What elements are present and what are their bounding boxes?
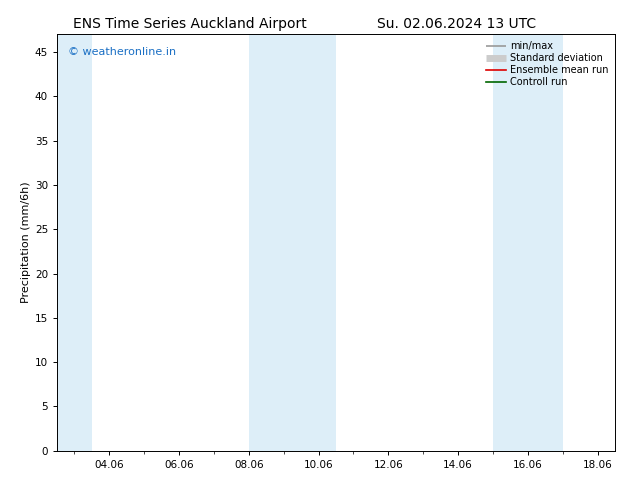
Y-axis label: Precipitation (mm/6h): Precipitation (mm/6h): [21, 182, 30, 303]
Bar: [57, 34, 92, 451]
Bar: [249, 34, 336, 451]
Bar: [493, 34, 563, 451]
Text: © weatheronline.in: © weatheronline.in: [68, 47, 176, 57]
Legend: min/max, Standard deviation, Ensemble mean run, Controll run: min/max, Standard deviation, Ensemble me…: [484, 39, 610, 89]
Text: Su. 02.06.2024 13 UTC: Su. 02.06.2024 13 UTC: [377, 17, 536, 31]
Text: ENS Time Series Auckland Airport: ENS Time Series Auckland Airport: [74, 17, 307, 31]
